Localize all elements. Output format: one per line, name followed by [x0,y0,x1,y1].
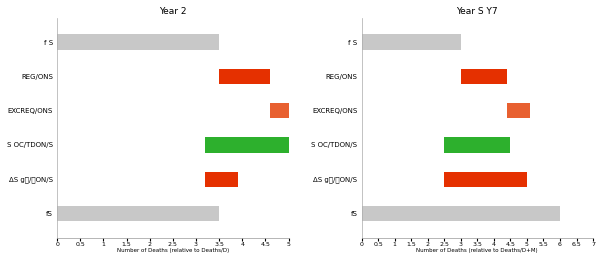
Bar [507,103,530,118]
Bar [219,69,270,84]
Bar [205,137,288,153]
X-axis label: Number of Deaths (relative to Deaths/D): Number of Deaths (relative to Deaths/D) [117,248,229,253]
X-axis label: Number of Deaths (relative to Deaths/D+M): Number of Deaths (relative to Deaths/D+M… [417,248,538,253]
Bar [57,34,219,50]
Bar [444,172,527,187]
Bar [205,172,238,187]
Bar [461,69,507,84]
Bar [57,206,219,221]
Bar [362,206,560,221]
Title: Year 2: Year 2 [159,7,187,16]
Title: Year S Y7: Year S Y7 [456,7,498,16]
Bar [362,34,461,50]
Bar [270,103,298,118]
Bar [444,137,510,153]
